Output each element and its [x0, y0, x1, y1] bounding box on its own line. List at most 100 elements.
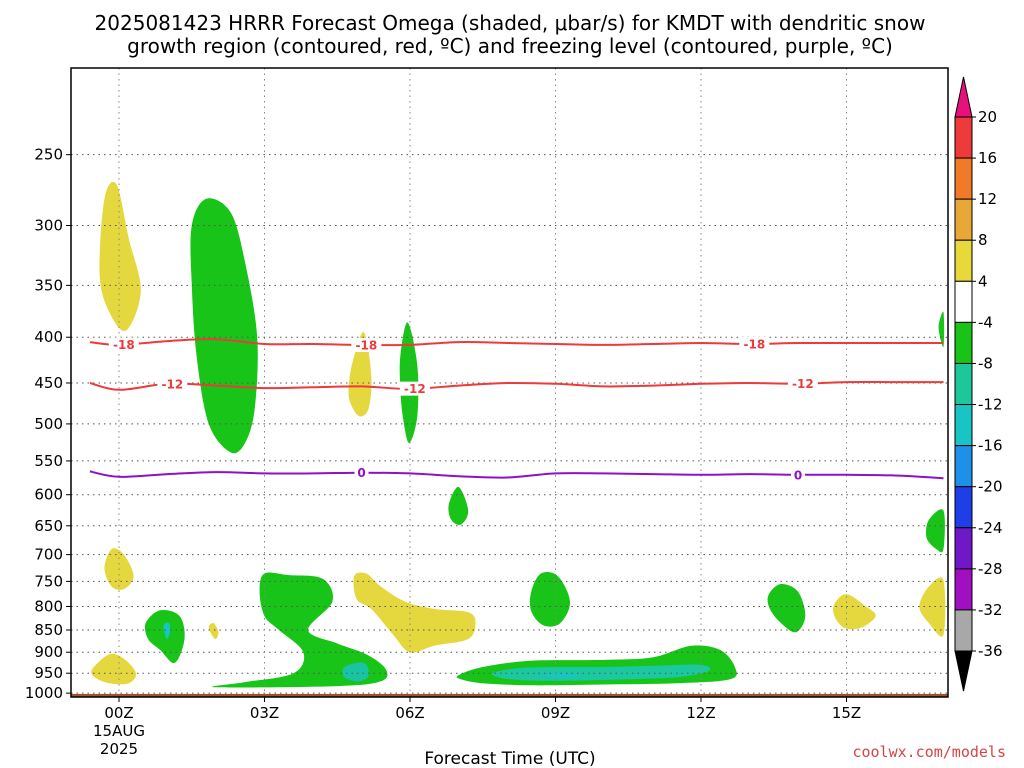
colorbar-segment-12	[954, 609, 973, 652]
colorbar-tick-label-11: -28	[978, 560, 1003, 578]
contour-label-0-0: -18	[113, 338, 135, 352]
contour-label-bg	[108, 337, 139, 352]
x-tick-label-15: 15Z	[832, 704, 861, 722]
omega-region-12	[353, 572, 476, 653]
colorbar-segment-2	[954, 198, 973, 241]
colorbar-segment-7	[954, 404, 973, 447]
omega-region-9	[91, 653, 137, 685]
colorbar-tick-label-10: -24	[978, 519, 1003, 537]
chart-title-line1: 2025081423 HRRR Forecast Omega (shaded, …	[95, 11, 926, 35]
colorbar-segment-8	[954, 445, 973, 488]
contour-label-bg	[351, 337, 382, 352]
colorbar-top-arrow	[954, 76, 973, 118]
contour-label-1-1: -12	[404, 382, 426, 396]
colorbar-segment-6	[954, 362, 973, 406]
omega-region-6	[144, 610, 185, 664]
contour-label-1-2: -12	[792, 377, 814, 391]
y-tick-label-950: 950	[34, 664, 63, 682]
y-tick-label-350: 350	[34, 276, 63, 294]
x-tick-year: 2025	[100, 740, 138, 758]
y-tick-label-250: 250	[34, 146, 63, 164]
contour-label-bg	[739, 336, 770, 351]
y-tick-label-450: 450	[34, 374, 63, 392]
omega-region-7	[163, 622, 171, 640]
omega-region-21	[938, 311, 945, 348]
ground-fill	[71, 693, 948, 697]
contour-label-bg	[157, 377, 188, 392]
contour-label-2-1: 0	[794, 468, 802, 482]
colorbar-segment-11	[954, 568, 973, 611]
y-tick-label-600: 600	[34, 486, 63, 504]
y-axis-ticks: 250 300 350 400 450 500 550 600 650 700 750 800 850 9…	[25, 146, 71, 702]
x-tick-date: 15AUG	[93, 722, 145, 740]
colorbar-segment-3	[954, 239, 973, 282]
colorbar-segment-4	[954, 280, 973, 323]
colorbar-tick-label-8: -16	[978, 437, 1003, 455]
omega-region-15	[536, 673, 580, 679]
colorbar-tick-label-12: -32	[978, 601, 1003, 619]
y-tick-label-500: 500	[34, 415, 63, 433]
y-tick-label-700: 700	[34, 546, 63, 564]
contour-label-2-0: 0	[357, 466, 365, 480]
y-tick-label-900: 900	[34, 643, 63, 661]
chart-title-line2: growth region (contoured, red, ºC) and f…	[127, 34, 893, 58]
y-tick-label-800: 800	[34, 597, 63, 615]
contour-label-bg	[354, 465, 369, 480]
contour-line-0	[89, 338, 944, 347]
x-tick-label-12: 12Z	[686, 704, 715, 722]
x-tick-label-0: 00Z	[104, 704, 133, 722]
y-tick-label-400: 400	[34, 328, 63, 346]
contour-label-bg	[399, 381, 430, 396]
y-tick-label-650: 650	[34, 517, 63, 535]
x-tick-label-3: 03Z	[250, 704, 279, 722]
colorbar-tick-label-0: 20	[978, 108, 997, 126]
contour-label-0-1: -18	[356, 338, 378, 352]
colorbar-tick-label-13: -36	[978, 642, 1003, 660]
colorbar-tick-label-5: -4	[978, 313, 993, 331]
colorbar-segment-10	[954, 527, 973, 570]
colorbar-tick-label-9: -20	[978, 478, 1003, 496]
omega-region-0	[99, 181, 141, 332]
colorbar-tick-label-6: -8	[978, 354, 993, 372]
colorbar-segment-9	[954, 486, 973, 529]
omega-region-2	[348, 331, 372, 417]
contour-label-bg	[787, 376, 818, 391]
y-tick-label-550: 550	[34, 452, 63, 470]
y-tick-label-850: 850	[34, 621, 63, 639]
colorbar-tick-label-3: 8	[978, 231, 988, 249]
contour-label-0-2: -18	[744, 337, 766, 351]
colorbar-segment-0	[954, 116, 973, 159]
ground-surface	[71, 693, 948, 697]
colorbar-segment-1	[954, 157, 973, 200]
omega-region-16	[529, 572, 571, 627]
colorbar-tick-label-7: -12	[978, 396, 1003, 414]
y-tick-label-300: 300	[34, 216, 63, 234]
omega-region-4	[448, 486, 469, 526]
colorbar-bottom-arrow	[954, 650, 973, 692]
omega-region-1	[190, 198, 258, 454]
omega-region-8	[208, 622, 219, 640]
x-axis-label: Forecast Time (UTC)	[424, 749, 595, 768]
contour-label-bg	[791, 467, 805, 482]
x-tick-label-6: 06Z	[395, 704, 424, 722]
omega-region-18	[833, 594, 876, 630]
x-tick-label-9: 09Z	[541, 704, 570, 722]
omega-region-11	[342, 662, 369, 682]
colorbar: 20 16 12 8 4 -4 -8 -12 -16 -20 -24 -28 -32 -36	[954, 76, 1003, 692]
omega-region-17	[767, 583, 806, 633]
temperature-contours: -18 -18 -18 -12 -12 -12 0 0	[89, 336, 944, 482]
omega-region-10	[211, 572, 388, 688]
contour-label-1-0: -12	[162, 378, 184, 392]
y-tick-label-750: 750	[34, 572, 63, 590]
colorbar-segment-5	[954, 321, 973, 364]
y-tick-label-1000: 1000	[25, 684, 63, 702]
omega-shaded-regions	[91, 181, 946, 688]
omega-region-20	[925, 509, 945, 553]
omega-region-19	[919, 577, 946, 637]
colorbar-tick-label-1: 16	[978, 149, 997, 167]
colorbar-tick-label-4: 4	[978, 272, 988, 290]
colorbar-tick-label-2: 12	[978, 190, 997, 208]
credit-text: coolwx.com/models	[852, 743, 1006, 761]
